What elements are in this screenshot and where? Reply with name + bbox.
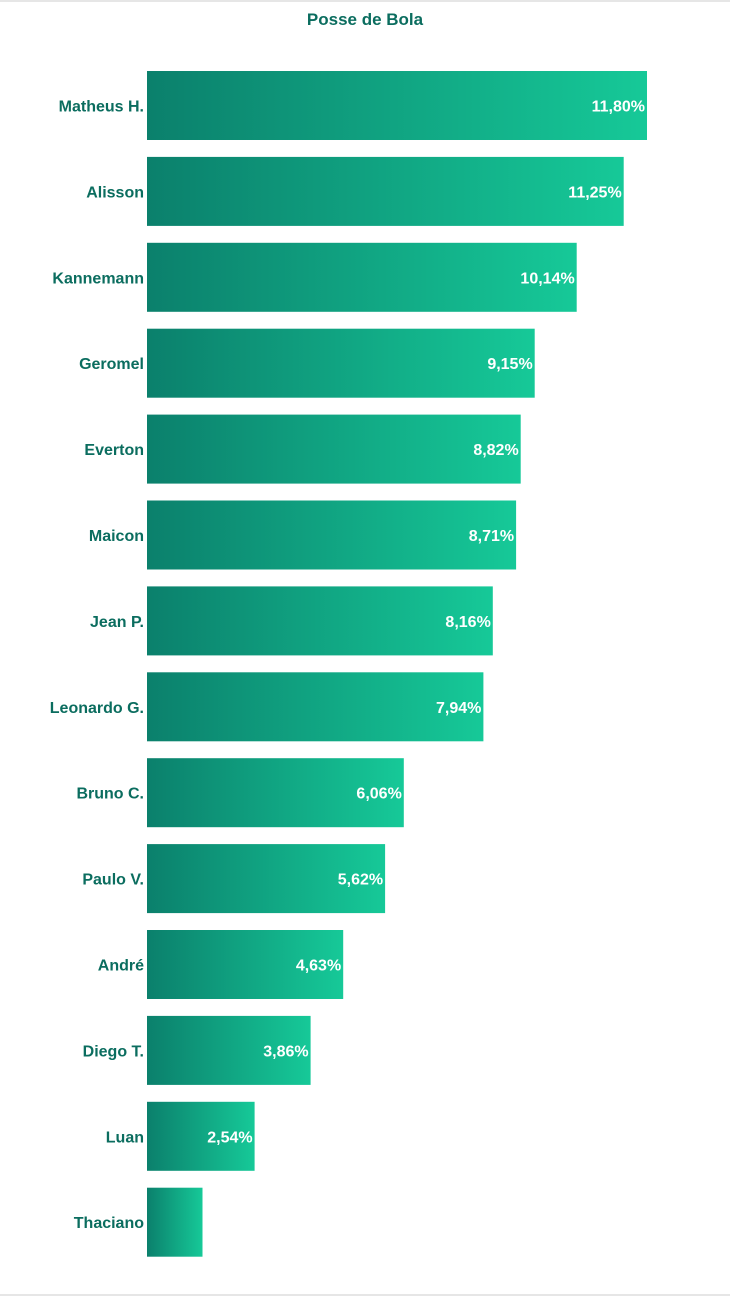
value-label: 8,82% [473,442,518,459]
value-label: 8,16% [445,614,490,631]
category-label: Thaciano [74,1215,144,1232]
category-label: Geromel [79,356,144,373]
chart-title: Posse de Bola [306,10,424,29]
category-label: Kannemann [52,270,144,287]
category-label: Alisson [86,184,144,201]
value-label: 8,71% [469,528,514,545]
category-label: Matheus H. [59,99,144,116]
bar [147,71,647,140]
category-label: Luan [106,1129,144,1146]
bars-group: Matheus H. 11,80% Alisson 11,25% Kannemann 10… [50,71,647,1257]
bar [147,156,624,226]
value-label: 9,15% [487,356,532,373]
value-label: 11,25% [568,184,621,201]
value-label: 4,63% [296,958,341,975]
category-label: André [98,958,144,975]
bar [147,1101,255,1171]
category-label: Jean P. [90,614,144,631]
bar [147,328,535,398]
value-label: 3,86% [263,1043,308,1060]
bar [147,242,577,312]
bar [147,844,386,914]
value-label: 2,54% [207,1129,252,1146]
category-label: Maicon [89,528,144,545]
value-label: 10,14% [520,270,574,287]
bar [147,672,484,742]
category-label: Diego T. [83,1043,144,1060]
category-label: Paulo V. [82,872,144,889]
value-label: 7,94% [436,700,481,717]
bar [147,586,493,656]
value-label: 11,80% [592,99,645,116]
value-label: 5,62% [338,872,383,889]
bar [147,1015,311,1085]
value-label: 6,06% [356,786,401,803]
bar [147,930,344,999]
bar [147,1187,203,1257]
bar [147,758,404,828]
bar [147,414,521,484]
bar [147,500,517,570]
category-label: Leonardo G. [50,700,144,717]
category-label: Everton [84,442,144,459]
category-label: Bruno C. [76,786,144,803]
